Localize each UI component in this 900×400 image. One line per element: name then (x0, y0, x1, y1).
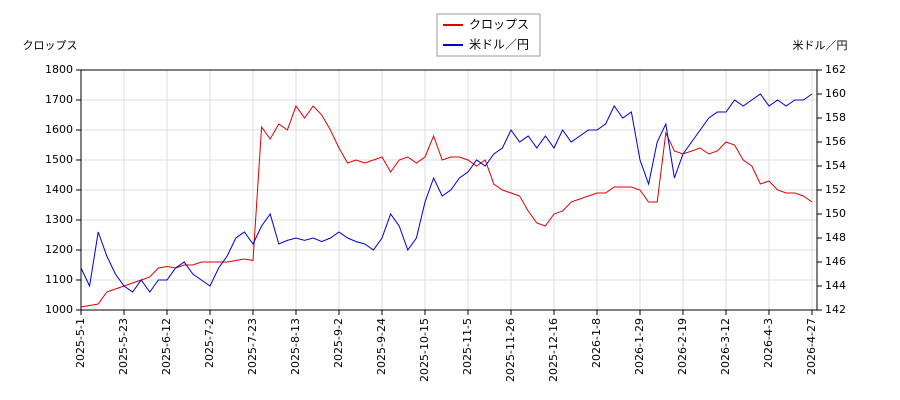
series-line (80, 93, 813, 293)
x-tick-label: 2025-12-16 (547, 318, 560, 382)
y-tick-label: 1500 (45, 153, 73, 166)
legend-label: クロップス (469, 18, 529, 32)
y-tick-label: 1400 (45, 183, 73, 196)
y-tick-label: 1200 (45, 243, 73, 256)
y-tick-label: 1800 (45, 63, 73, 76)
x-tick-label: 2026-4-3 (762, 318, 775, 368)
x-tick-label: 2025-9-24 (375, 318, 388, 375)
plot-frame (80, 69, 818, 311)
x-tick-label: 2025-11-5 (461, 318, 474, 375)
x-tick-label: 2025-7-2 (203, 318, 216, 368)
y2-tick-label: 150 (825, 207, 846, 220)
series-line (80, 104, 813, 308)
x-tick-label: 2025-5-23 (117, 318, 130, 375)
x-tick-label: 2026-1-29 (633, 318, 646, 375)
x-tick-label: 2026-2-19 (676, 318, 689, 375)
x-tick-label: 2025-7-23 (246, 318, 259, 375)
x-tick-label: 2025-10-15 (418, 318, 431, 382)
x-tick-label: 2025-8-13 (289, 318, 302, 375)
legend-label: 米ドル／円 (469, 38, 529, 52)
y2-tick-label: 144 (825, 279, 846, 292)
y2-tick-label: 152 (825, 183, 846, 196)
y-tick-label: 1100 (45, 273, 73, 286)
y2-tick-label: 156 (825, 135, 846, 148)
y2-tick-label: 154 (825, 159, 846, 172)
y-tick-label: 1000 (45, 303, 73, 316)
y2-tick-label: 162 (825, 63, 846, 76)
y-tick-label: 1600 (45, 123, 73, 136)
y-tick-label: 1700 (45, 93, 73, 106)
x-tick-label: 2025-6-12 (160, 318, 173, 375)
y2-tick-label: 146 (825, 255, 846, 268)
legend-box (436, 13, 541, 57)
y2-tick-label: 148 (825, 231, 846, 244)
y-tick-label: 1300 (45, 213, 73, 226)
y2-tick-label: 158 (825, 111, 846, 124)
y2-tick-label: 142 (825, 303, 846, 316)
x-tick-label: 2025-5-1 (74, 318, 87, 368)
x-tick-label: 2025-11-26 (504, 318, 517, 382)
y2-tick-label: 160 (825, 87, 846, 100)
x-tick-label: 2026-4-27 (805, 318, 818, 375)
x-tick-label: 2026-1-8 (590, 318, 603, 368)
y2-axis-label: 米ドル／円 (793, 39, 848, 52)
y-axis-label: クロップス (23, 39, 78, 52)
x-tick-label: 2025-9-2 (332, 318, 345, 368)
x-tick-label: 2026-3-12 (719, 318, 732, 375)
